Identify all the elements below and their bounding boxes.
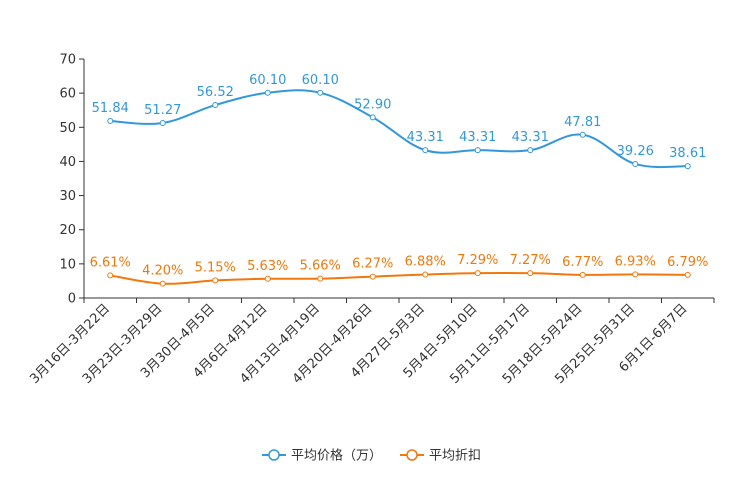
data-label: 51.84 [92, 101, 129, 116]
data-label: 6.77% [562, 255, 603, 270]
legend-item-1[interactable]: 平均价格（万） [262, 448, 382, 464]
data-label: 6.93% [615, 254, 656, 269]
data-point [632, 271, 639, 278]
data-point [684, 271, 691, 278]
data-label: 4.20% [142, 264, 183, 279]
data-point [317, 275, 324, 282]
legend-circle-icon [268, 449, 280, 461]
data-label: 6.27% [352, 257, 393, 272]
y-axis: 0 10 20 30 40 50 60 70 [59, 53, 85, 307]
data-label: 7.29% [457, 253, 498, 268]
series-2: 6.61% 4.20% 5.15% 5.63% 5.66% 6.27% 6.88% 7.29%… [90, 253, 708, 287]
x-axis: 3月16日-3月22日3月23日-3月29日3月30日-4月5日4月6日-4月1… [27, 297, 715, 387]
y-tick-label: 70 [59, 53, 76, 68]
data-point [684, 163, 691, 170]
data-label: 56.52 [197, 85, 234, 100]
data-label: 43.31 [459, 130, 496, 145]
legend-circle-icon [406, 449, 418, 461]
data-point [422, 271, 429, 278]
data-label: 39.26 [617, 144, 654, 159]
data-point [369, 114, 376, 121]
data-point [369, 273, 376, 280]
series-line [110, 271, 688, 285]
series-group: 51.84 51.27 56.52 60.10 60.10 52.90 43.31 43.31… [90, 73, 708, 287]
series-1: 51.84 51.27 56.52 60.10 60.10 52.90 43.31 43.31… [92, 73, 706, 170]
legend-item-2[interactable]: 平均折扣 [400, 449, 481, 464]
data-label: 5.15% [195, 260, 236, 275]
data-label: 47.81 [564, 115, 601, 130]
y-tick-label: 20 [59, 223, 76, 238]
data-label: 5.66% [300, 259, 341, 274]
data-label: 6.61% [90, 255, 131, 270]
legend-label: 平均价格（万） [291, 448, 382, 464]
y-tick-label: 0 [68, 292, 76, 307]
data-point [527, 270, 534, 277]
y-tick-label: 60 [59, 87, 76, 102]
data-point [107, 118, 114, 125]
data-label: 52.90 [354, 97, 391, 112]
data-label: 43.31 [512, 130, 549, 145]
legend-label: 平均折扣 [429, 449, 481, 464]
data-label: 6.79% [667, 255, 708, 270]
data-point [579, 271, 586, 278]
data-point [317, 89, 324, 96]
data-label: 43.31 [407, 130, 444, 145]
y-tick-label: 30 [59, 189, 76, 204]
y-tick-label: 50 [59, 121, 76, 136]
data-point [474, 147, 481, 154]
data-label: 7.27% [510, 253, 551, 268]
data-point [159, 119, 166, 126]
legend[interactable]: 平均价格（万） 平均折扣 [262, 448, 481, 464]
data-label: 60.10 [302, 73, 339, 88]
series-line [110, 89, 688, 169]
data-label: 38.61 [669, 146, 706, 161]
data-point [264, 275, 271, 282]
data-point [527, 147, 534, 154]
data-point [264, 89, 271, 96]
data-point [632, 160, 639, 167]
data-point [474, 270, 481, 277]
data-point [212, 277, 219, 284]
y-tick-label: 10 [59, 257, 76, 272]
data-label: 51.27 [144, 103, 181, 118]
data-label: 60.10 [249, 73, 286, 88]
data-point [159, 280, 166, 287]
data-label: 5.63% [247, 259, 288, 274]
y-tick-label: 40 [59, 155, 76, 170]
data-point [107, 272, 114, 279]
data-point [212, 102, 219, 109]
data-label: 6.88% [405, 255, 446, 270]
data-point [579, 131, 586, 138]
data-point [422, 147, 429, 154]
